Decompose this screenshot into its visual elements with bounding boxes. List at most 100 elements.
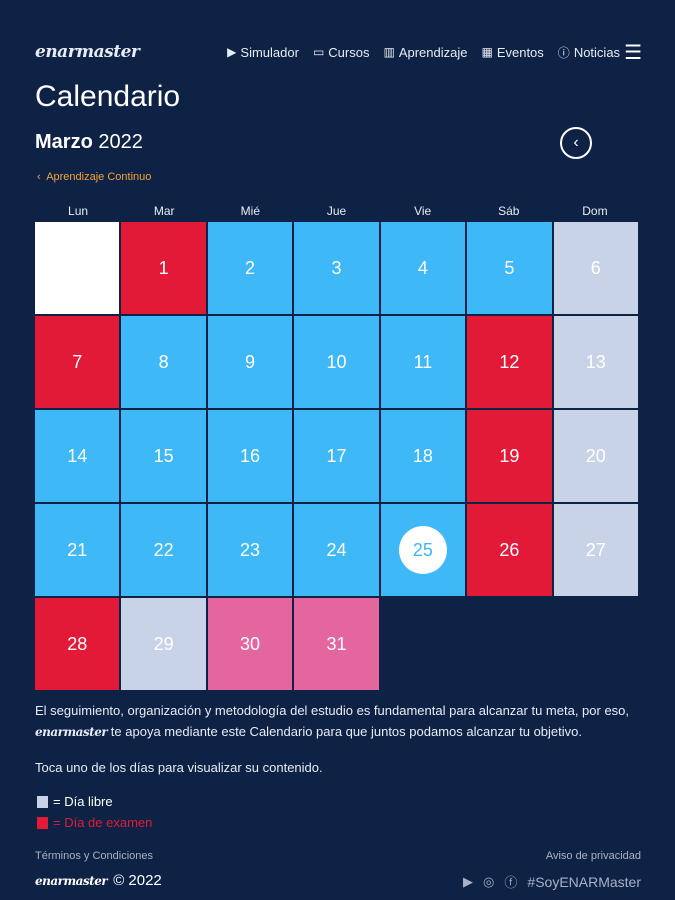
nav-item-cursos[interactable]: ▭ Cursos bbox=[313, 45, 370, 60]
day-number: 19 bbox=[499, 445, 520, 466]
day-cell-16[interactable]: 16 bbox=[207, 410, 293, 502]
day-cell-28[interactable]: 28 bbox=[35, 598, 120, 690]
day-cell-17[interactable]: 17 bbox=[294, 410, 379, 502]
day-cell-27[interactable]: 27 bbox=[553, 504, 638, 596]
nav-item-simulador[interactable]: ▶ Simulador bbox=[227, 45, 299, 60]
terms-link[interactable]: Términos y Condiciones bbox=[35, 850, 153, 862]
day-number: 26 bbox=[499, 539, 520, 560]
nav-item-noticias[interactable]: ⓘ Noticias bbox=[558, 44, 620, 61]
weekday-label: Dom bbox=[582, 204, 608, 218]
day-cell-26[interactable]: 26 bbox=[467, 504, 552, 596]
day-number: 27 bbox=[585, 539, 606, 560]
day-cell-5[interactable]: 5 bbox=[467, 222, 552, 314]
day-number: 16 bbox=[240, 445, 261, 466]
nav-label: Cursos bbox=[328, 44, 370, 60]
day-number: 1 bbox=[158, 257, 169, 278]
day-cell-15[interactable]: 15 bbox=[121, 410, 206, 502]
day-cell-6[interactable]: 6 bbox=[553, 222, 638, 314]
day-number: 24 bbox=[326, 539, 347, 560]
day-cell-2[interactable]: 2 bbox=[207, 222, 293, 314]
day-number: 20 bbox=[585, 445, 606, 466]
day-cell-21[interactable]: 21 bbox=[35, 504, 120, 596]
inline-logo: enarmaster bbox=[35, 725, 108, 739]
hint-text: Toca uno de los días para visualizar su … bbox=[35, 760, 323, 775]
top-nav: enarmaster ▶ Simulador ▭ Cursos ▥ Aprendizaje… bbox=[35, 40, 642, 64]
day-cell-3[interactable]: 3 bbox=[294, 222, 379, 314]
copyright: enarmaster © 2022 bbox=[35, 872, 162, 889]
logo[interactable]: enarmaster bbox=[35, 42, 140, 62]
day-cell-24[interactable]: 24 bbox=[294, 504, 379, 596]
copyright-text: © 2022 bbox=[113, 872, 162, 889]
day-number: 17 bbox=[326, 445, 347, 466]
day-number: 3 bbox=[331, 257, 342, 278]
day-cell-8[interactable]: 8 bbox=[121, 316, 206, 408]
day-cell-14[interactable]: 14 bbox=[35, 410, 120, 502]
instagram-icon[interactable]: ◎ bbox=[483, 873, 495, 889]
day-number: 30 bbox=[240, 633, 261, 654]
day-number: 13 bbox=[585, 351, 606, 372]
footer-logo: enarmaster bbox=[35, 873, 108, 888]
nav-label: Aprendizaje bbox=[398, 44, 468, 60]
privacy-link[interactable]: Aviso de privacidad bbox=[545, 850, 641, 862]
nav-item-eventos[interactable]: ▦ Eventos bbox=[481, 45, 543, 60]
day-cell-25[interactable]: 25 bbox=[380, 504, 466, 596]
books-icon: ▥ bbox=[383, 45, 395, 59]
day-cell-23[interactable]: 23 bbox=[207, 504, 293, 596]
day-cell-11[interactable]: 11 bbox=[380, 316, 466, 408]
day-cell-10[interactable]: 10 bbox=[294, 316, 379, 408]
day-cell-1[interactable]: 1 bbox=[121, 222, 206, 314]
back-button[interactable]: ‹ bbox=[560, 127, 592, 159]
day-cell-4[interactable]: 4 bbox=[380, 222, 466, 314]
weekday-label: Sáb bbox=[498, 204, 520, 218]
nav-label: Noticias bbox=[573, 44, 621, 60]
day-cell-13[interactable]: 13 bbox=[553, 316, 638, 408]
info-icon: ⓘ bbox=[557, 45, 570, 60]
year: 2022 bbox=[98, 131, 143, 153]
hamburger-menu-icon[interactable]: ☰ bbox=[624, 41, 642, 64]
calendar-grid: 1 2 3 4 5 6 7 8 9 10 11 12 13 14 15 16 17 18 19 20 21 22 23 24 2… bbox=[35, 222, 638, 690]
day-cell-22[interactable]: 22 bbox=[121, 504, 206, 596]
day-cell-7[interactable]: 7 bbox=[35, 316, 120, 408]
day-number: 6 bbox=[590, 257, 601, 278]
month-name: Marzo bbox=[35, 131, 93, 153]
empty-cell bbox=[35, 222, 120, 314]
day-number: 25 bbox=[398, 526, 447, 574]
social-links: ▶ ◎ ⓕ #SoyENARMaster bbox=[463, 872, 641, 891]
chevron-left-icon: ‹ bbox=[573, 134, 579, 151]
description-text: El seguimiento, organización y metodolog… bbox=[35, 703, 630, 718]
day-cell-30[interactable]: 30 bbox=[207, 598, 293, 690]
day-number: 12 bbox=[499, 351, 520, 372]
breadcrumb-label: Aprendizaje Continuo bbox=[46, 171, 152, 183]
day-cell-19[interactable]: 19 bbox=[467, 410, 552, 502]
breadcrumb-link[interactable]: ‹ Aprendizaje Continuo bbox=[37, 171, 151, 183]
chevron-left-icon: ‹ bbox=[37, 171, 41, 183]
nav-label: Simulador bbox=[240, 44, 299, 60]
description: El seguimiento, organización y metodolog… bbox=[35, 700, 645, 743]
month-label: Marzo 2022 bbox=[35, 131, 143, 154]
legend-exam: = Día de examen bbox=[37, 815, 152, 830]
calendar-icon: ▦ bbox=[481, 45, 493, 59]
weekday-label: Mié bbox=[240, 204, 261, 218]
facebook-icon[interactable]: ⓕ bbox=[504, 875, 518, 890]
nav-label: Eventos bbox=[496, 44, 544, 60]
day-cell-12[interactable]: 12 bbox=[467, 316, 552, 408]
day-cell-20[interactable]: 20 bbox=[553, 410, 638, 502]
nav-item-aprendizaje[interactable]: ▥ Aprendizaje bbox=[383, 45, 467, 60]
day-number: 15 bbox=[153, 445, 174, 466]
day-cell-9[interactable]: 9 bbox=[207, 316, 293, 408]
legend-free: = Día libre bbox=[37, 794, 113, 809]
weekday-label: Vie bbox=[414, 204, 432, 218]
day-number: 11 bbox=[413, 351, 433, 372]
play-icon: ▶ bbox=[227, 45, 237, 59]
weekday-label: Lun bbox=[68, 204, 89, 218]
legend-free-label: = Día libre bbox=[53, 794, 113, 809]
day-number: 8 bbox=[158, 351, 169, 372]
day-cell-29[interactable]: 29 bbox=[121, 598, 206, 690]
youtube-icon[interactable]: ▶ bbox=[463, 873, 474, 889]
day-number: 4 bbox=[417, 257, 428, 278]
day-number: 28 bbox=[67, 633, 88, 654]
day-number: 2 bbox=[245, 257, 256, 278]
day-cell-31[interactable]: 31 bbox=[294, 598, 379, 690]
day-cell-18[interactable]: 18 bbox=[380, 410, 466, 502]
day-number: 31 bbox=[326, 633, 347, 654]
